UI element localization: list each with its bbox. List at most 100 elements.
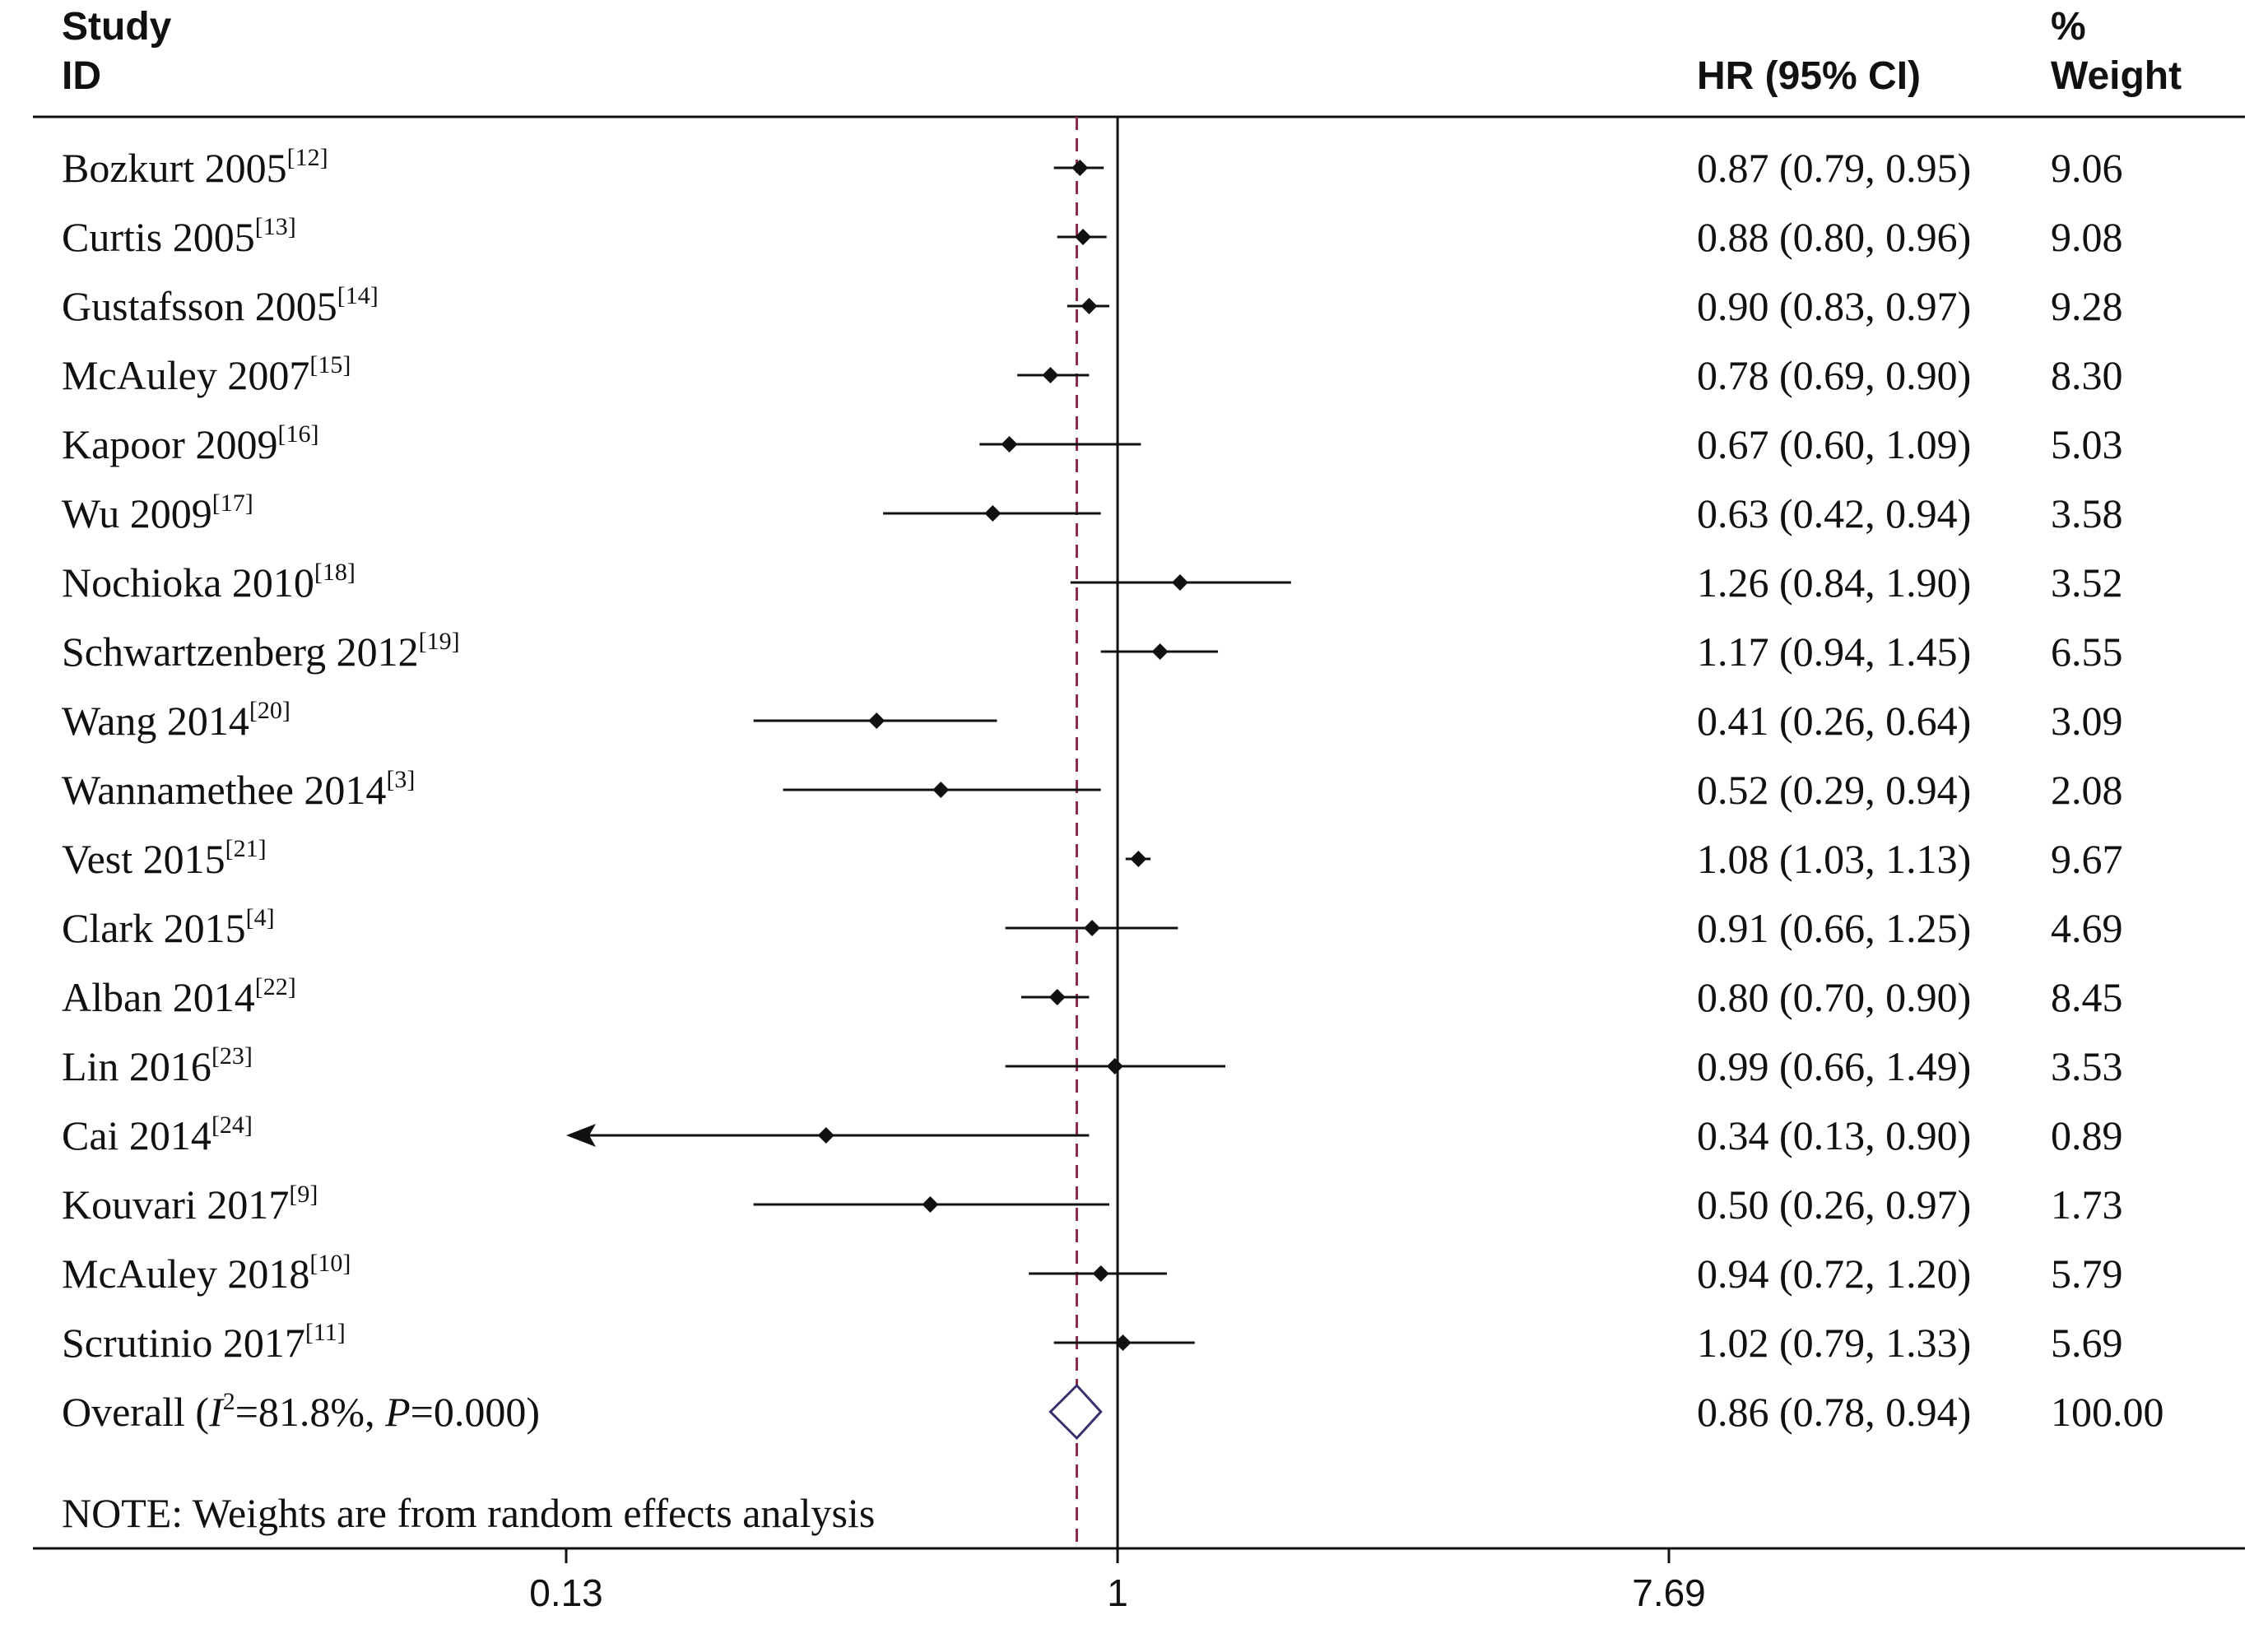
hr-ci-text: 0.80 (0.70, 0.90) — [1697, 974, 1971, 1020]
study-name: Wu 2009 — [62, 490, 212, 536]
study-reference: [23] — [211, 1042, 253, 1070]
study-label: Schwartzenberg 2012[19] — [62, 628, 460, 675]
header-hr-ci: HR (95% CI) — [1697, 54, 1921, 98]
study-label: Kouvari 2017[9] — [62, 1181, 318, 1228]
table-row: Vest 2015[21] 1.08 (1.03, 1.13) 9.67 — [62, 835, 2123, 882]
study-name: Wang 2014 — [62, 698, 249, 744]
point-estimate — [1084, 920, 1100, 936]
weight-text: 4.69 — [2051, 905, 2123, 951]
study-name: Cai 2014 — [62, 1112, 211, 1158]
point-estimate — [818, 1127, 834, 1144]
study-label: Lin 2016[23] — [62, 1042, 253, 1089]
study-label: Cai 2014[24] — [62, 1112, 253, 1158]
x-tick-label: 7.69 — [1632, 1571, 1706, 1614]
weight-text: 9.08 — [2051, 214, 2123, 260]
weight-text: 9.67 — [2051, 836, 2123, 882]
study-name: Scrutinio 2017 — [62, 1320, 305, 1366]
weight-text: 2.08 — [2051, 767, 2123, 813]
study-reference: [19] — [419, 628, 460, 655]
table-row: Schwartzenberg 2012[19] 1.17 (0.94, 1.45)… — [62, 628, 2123, 675]
study-name: McAuley 2018 — [62, 1251, 309, 1297]
study-label: Scrutinio 2017[11] — [62, 1319, 346, 1366]
point-estimate — [1081, 298, 1097, 314]
weight-text: 3.58 — [2051, 490, 2123, 536]
table-row: Curtis 2005[13] 0.88 (0.80, 0.96) 9.08 — [62, 213, 2123, 260]
hr-ci-text: 1.02 (0.79, 1.33) — [1697, 1320, 1971, 1366]
point-estimate — [1071, 160, 1088, 176]
overall-hr-ci-text: 0.86 (0.78, 0.94) — [1697, 1389, 1971, 1435]
study-name: Schwartzenberg 2012 — [62, 629, 419, 675]
hr-ci-text: 1.26 (0.84, 1.90) — [1697, 559, 1971, 606]
hr-ci-text: 0.34 (0.13, 0.90) — [1697, 1112, 1971, 1158]
table-row: Wu 2009[17] 0.63 (0.42, 0.94) 3.58 — [62, 490, 2123, 536]
x-axis-ticks: 0.13 1 7.69 — [529, 1548, 1706, 1614]
study-reference: [11] — [305, 1319, 346, 1346]
study-label: Gustafsson 2005[14] — [62, 282, 379, 329]
table-row: Scrutinio 2017[11] 1.02 (0.79, 1.33) 5.69 — [62, 1319, 2123, 1366]
header-percent: % — [2051, 5, 2086, 49]
study-name: Clark 2015 — [62, 905, 246, 951]
study-reference: [17] — [212, 490, 253, 517]
study-rows: Bozkurt 2005[12] 0.87 (0.79, 0.95) 9.06 Cur… — [62, 144, 2164, 1438]
study-reference: [21] — [225, 835, 267, 862]
study-reference: [18] — [314, 559, 356, 586]
x-tick-label: 0.13 — [529, 1571, 603, 1614]
study-name: Gustafsson 2005 — [62, 283, 337, 329]
overall-weight-text: 100.00 — [2051, 1389, 2164, 1435]
weight-text: 8.45 — [2051, 974, 2123, 1020]
p-symbol: P — [384, 1389, 411, 1435]
study-label: Kapoor 2009[16] — [62, 420, 318, 467]
study-name: McAuley 2007 — [62, 352, 309, 398]
study-reference: [3] — [386, 766, 415, 793]
study-reference: [4] — [246, 904, 275, 931]
point-estimate — [1042, 367, 1058, 383]
header-study: Study — [62, 5, 172, 49]
table-row: McAuley 2018[10] 0.94 (0.72, 1.20) 5.79 — [62, 1250, 2123, 1297]
point-estimate — [1172, 574, 1188, 591]
study-label: Bozkurt 2005[12] — [62, 144, 328, 191]
hr-ci-text: 0.41 (0.26, 0.64) — [1697, 698, 1971, 744]
table-row: McAuley 2007[15] 0.78 (0.69, 0.90) 8.30 — [62, 351, 2123, 398]
i-squared-power: 2 — [223, 1388, 235, 1415]
weight-text: 9.28 — [2051, 283, 2123, 329]
table-row: Gustafsson 2005[14] 0.90 (0.83, 0.97) 9.28 — [62, 282, 2123, 329]
study-reference: [13] — [255, 213, 296, 240]
study-label: Clark 2015[4] — [62, 904, 275, 951]
study-name: Kouvari 2017 — [62, 1181, 289, 1228]
study-reference: [10] — [309, 1250, 351, 1277]
table-row: Wang 2014[20] 0.41 (0.26, 0.64) 3.09 — [62, 697, 2123, 744]
table-row: Wannamethee 2014[3] 0.52 (0.29, 0.94) 2.08 — [62, 766, 2123, 813]
weight-text: 1.73 — [2051, 1181, 2123, 1228]
x-tick-label: 1 — [1107, 1571, 1128, 1614]
study-name: Nochioka 2010 — [62, 559, 314, 606]
weight-text: 0.89 — [2051, 1112, 2123, 1158]
study-reference: [22] — [255, 973, 296, 1000]
weight-text: 5.79 — [2051, 1251, 2123, 1297]
hr-ci-text: 0.88 (0.80, 0.96) — [1697, 214, 1971, 260]
study-reference: [20] — [249, 697, 290, 724]
weight-text: 8.30 — [2051, 352, 2123, 398]
table-row: Alban 2014[22] 0.80 (0.70, 0.90) 8.45 — [62, 973, 2123, 1020]
hr-ci-text: 0.67 (0.60, 1.09) — [1697, 421, 1971, 467]
hr-ci-text: 0.90 (0.83, 0.97) — [1697, 283, 1971, 329]
weight-text: 3.09 — [2051, 698, 2123, 744]
point-estimate — [1002, 436, 1018, 452]
study-label: McAuley 2007[15] — [62, 351, 351, 398]
point-estimate — [1049, 989, 1066, 1005]
hr-ci-text: 1.08 (1.03, 1.13) — [1697, 836, 1971, 882]
overall-prefix: Overall ( — [62, 1389, 209, 1435]
weights-note: NOTE: Weights are from random effects an… — [62, 1490, 875, 1536]
overall-diamond — [1050, 1385, 1100, 1438]
point-estimate — [932, 782, 949, 798]
point-estimate — [1107, 1058, 1123, 1074]
study-reference: [15] — [309, 351, 351, 378]
table-row: Lin 2016[23] 0.99 (0.66, 1.49) 3.53 — [62, 1042, 2123, 1089]
weight-text: 5.03 — [2051, 421, 2123, 467]
study-label: Wu 2009[17] — [62, 490, 253, 536]
study-label: Wannamethee 2014[3] — [62, 766, 415, 813]
study-name: Vest 2015 — [62, 836, 225, 882]
study-name: Alban 2014 — [62, 974, 255, 1020]
hr-ci-text: 0.91 (0.66, 1.25) — [1697, 905, 1971, 951]
weight-text: 3.53 — [2051, 1043, 2123, 1089]
weight-text: 5.69 — [2051, 1320, 2123, 1366]
